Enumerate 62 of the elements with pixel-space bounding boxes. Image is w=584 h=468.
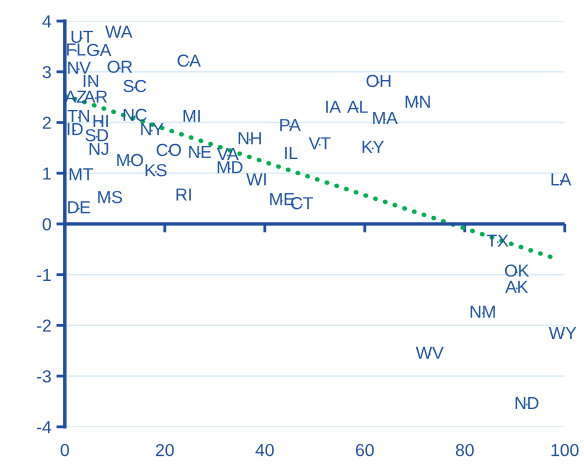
data-label: WI <box>246 173 266 186</box>
data-label: MI <box>184 110 200 122</box>
y-tick-label: -3 <box>36 370 51 383</box>
data-label: IN <box>84 74 98 87</box>
data-label: RI <box>176 188 191 201</box>
data-label: NE <box>189 146 212 158</box>
y-tick-label: 2 <box>42 116 51 129</box>
data-label: OK <box>505 264 530 277</box>
data-label: AR <box>84 90 108 103</box>
data-label: IL <box>285 147 298 159</box>
data-label: MD <box>218 161 242 174</box>
data-label: KY <box>362 140 384 153</box>
data-label: NY <box>141 123 164 136</box>
data-label: SC <box>124 80 146 92</box>
data-label: VT <box>308 137 330 150</box>
y-tick-label: 4 <box>42 15 52 28</box>
data-label: SD <box>86 129 108 142</box>
data-label: ID <box>68 123 83 136</box>
data-label: WY <box>548 327 576 339</box>
data-label: GA <box>87 44 112 56</box>
data-label: MS <box>98 190 122 204</box>
data-label: ND <box>516 397 538 409</box>
data-label: VA <box>216 148 239 160</box>
data-label: CA <box>178 54 201 67</box>
x-tick-label: 80 <box>456 444 474 456</box>
y-tick-label: -4 <box>36 421 52 434</box>
data-label: OR <box>108 60 132 73</box>
data-label: TX <box>487 234 508 247</box>
data-label: HI <box>94 115 108 127</box>
y-tick-label: 1 <box>43 168 51 180</box>
data-label: NM <box>470 306 495 318</box>
data-label: WV <box>416 346 444 359</box>
data-label: AK <box>505 280 528 293</box>
data-label: MT <box>70 168 93 180</box>
y-tick-label: 0 <box>42 218 51 230</box>
x-tick-label: 40 <box>256 444 274 456</box>
data-label: MN <box>406 96 430 108</box>
data-label: KS <box>146 164 167 176</box>
data-label: TN <box>68 110 89 122</box>
data-label: PA <box>280 119 301 132</box>
data-label: CO <box>156 144 181 156</box>
data-label: NJ <box>90 142 108 156</box>
data-label: NC <box>124 108 147 122</box>
data-label: DE <box>68 201 90 214</box>
data-label: OH <box>366 74 390 88</box>
x-tick-label: 20 <box>156 444 174 456</box>
data-label: UT <box>72 30 93 43</box>
y-tick-label: -1 <box>36 269 51 281</box>
y-tick-label: -2 <box>36 320 51 332</box>
y-tick-label: 3 <box>42 66 51 78</box>
x-tick-label: 100 <box>552 444 579 456</box>
x-tick-label: 0 <box>60 444 69 456</box>
data-label: NH <box>238 132 261 144</box>
data-label: AL <box>347 100 368 113</box>
data-label: FL <box>67 44 86 56</box>
data-label: WA <box>105 26 132 38</box>
data-label: MO <box>117 154 143 166</box>
x-tick-label: 60 <box>356 444 374 456</box>
data-label: MA <box>373 112 398 124</box>
data-label: NV <box>68 62 91 74</box>
data-label: LA <box>552 173 572 186</box>
data-label: IA <box>326 100 341 113</box>
